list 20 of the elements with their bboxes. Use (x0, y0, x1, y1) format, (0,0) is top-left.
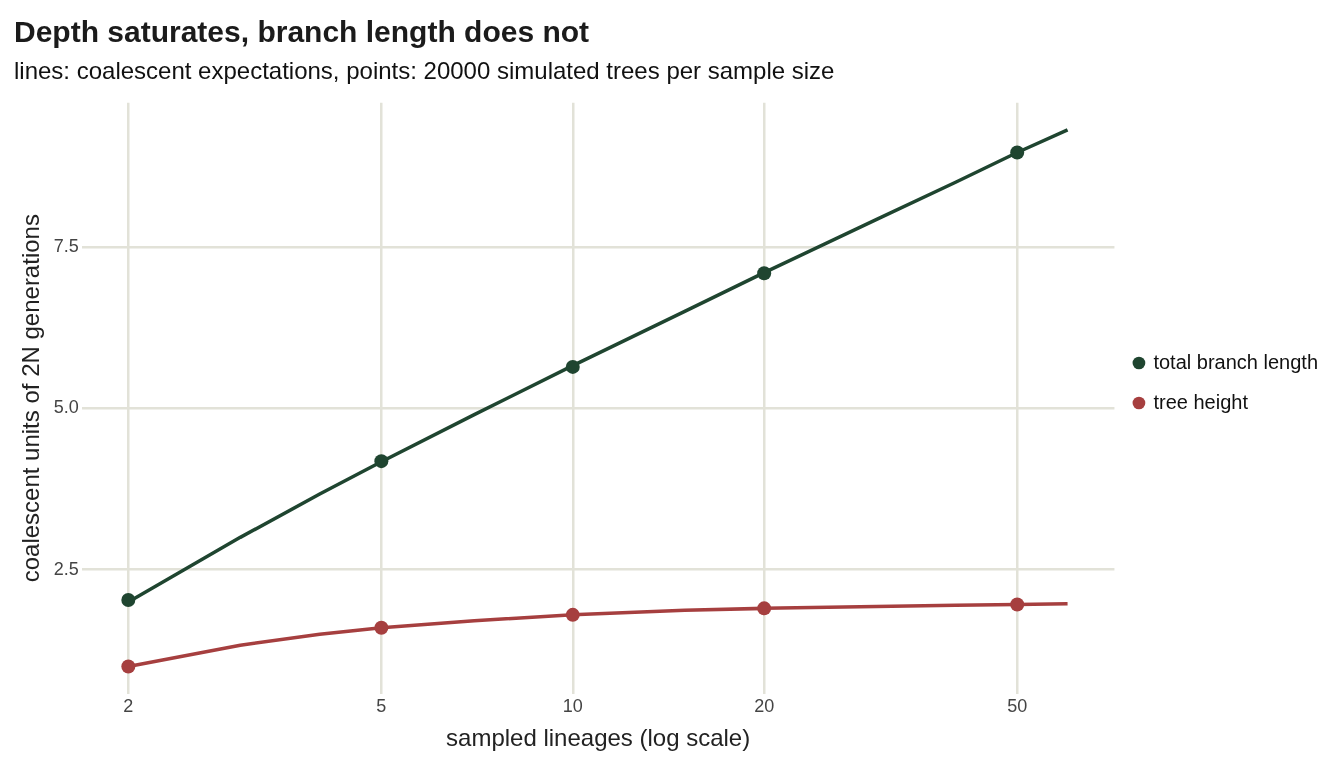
y-tick-label: 5.0 (53, 397, 79, 418)
point (1010, 597, 1025, 612)
x-tick-label: 20 (754, 696, 775, 717)
legend-label: tree height (1153, 390, 1249, 413)
chart-subtitle: lines: coalescent expectations, points: 20000 simulated trees per sample size (14, 57, 835, 85)
legend-label: total branch length (1153, 350, 1318, 373)
point (121, 592, 136, 607)
point (121, 659, 136, 674)
x-tick-label: 50 (1007, 696, 1028, 717)
y-axis-title: coalescent units of 2N generations (17, 214, 45, 583)
x-tick-label: 10 (562, 696, 583, 717)
point (565, 607, 580, 622)
y-tick-label: 7.5 (53, 235, 79, 256)
x-tick-label: 5 (376, 696, 387, 717)
x-tick-label: 2 (123, 696, 134, 717)
chart-title: Depth saturates, branch length does not (14, 15, 590, 49)
y-tick-label: 2.5 (53, 558, 79, 579)
x-axis-title: sampled lineages (log scale) (446, 724, 751, 752)
point (565, 359, 580, 374)
point (1010, 145, 1025, 160)
